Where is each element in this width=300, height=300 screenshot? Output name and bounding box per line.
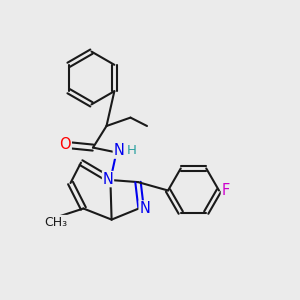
Text: O: O <box>60 137 71 152</box>
Text: N: N <box>139 201 150 216</box>
Text: F: F <box>221 183 230 198</box>
Text: CH₃: CH₃ <box>44 215 67 229</box>
Text: N: N <box>103 172 113 187</box>
Text: H: H <box>127 144 137 157</box>
Text: N: N <box>113 143 124 158</box>
